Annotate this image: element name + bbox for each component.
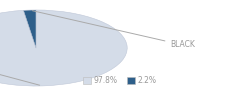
Legend: 97.8%, 2.2%: 97.8%, 2.2% [80,73,160,88]
Text: BLACK: BLACK [32,11,195,50]
Text: WHITE: WHITE [0,40,40,85]
Wedge shape [0,10,127,86]
Wedge shape [24,10,36,48]
